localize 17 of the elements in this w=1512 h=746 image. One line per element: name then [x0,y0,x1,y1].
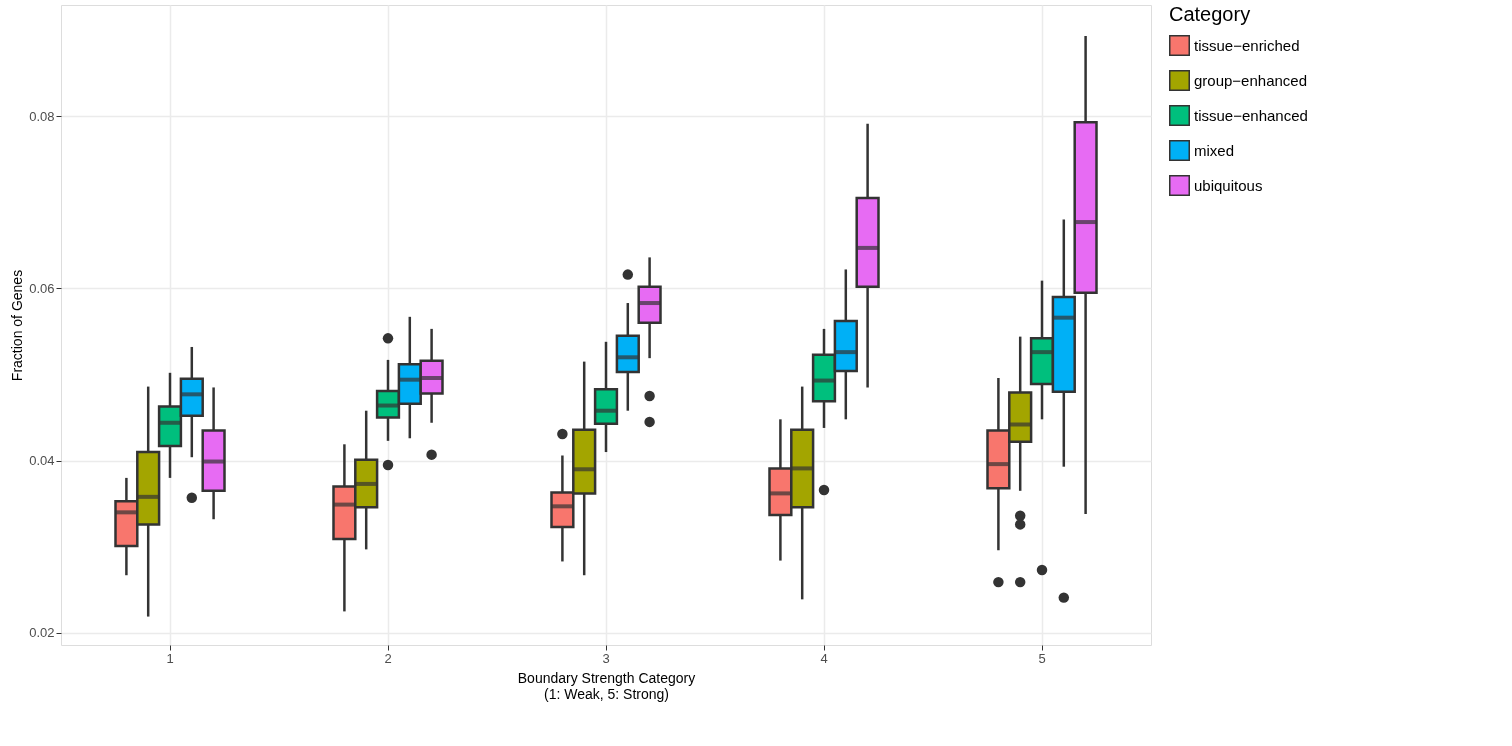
y-tick-label: 0.08 [29,108,55,124]
y-tick-label: 0.04 [29,453,55,469]
y-tick-label: 0.02 [29,625,55,641]
legend-label: ubiquitous [1194,176,1263,194]
x-axis-title: Boundary Strength Category (1: Weak, 5: Strong) [517,669,696,702]
y-tick-label: 0.06 [29,280,55,296]
legend-label: group−enhanced [1194,71,1308,89]
y-axis-title: Fraction of Genes [9,269,26,382]
legend-label: mixed [1194,141,1235,159]
x-tick-label: 2 [384,650,392,666]
x-tick-label: 1 [166,650,174,666]
x-tick-label: 4 [820,650,828,666]
legend-label: tissue−enhanced [1194,106,1308,124]
legend-label: tissue−enriched [1194,36,1300,54]
x-tick-label: 3 [602,650,610,666]
legend-title: Category [1169,3,1251,25]
x-tick-label: 5 [1038,650,1046,666]
